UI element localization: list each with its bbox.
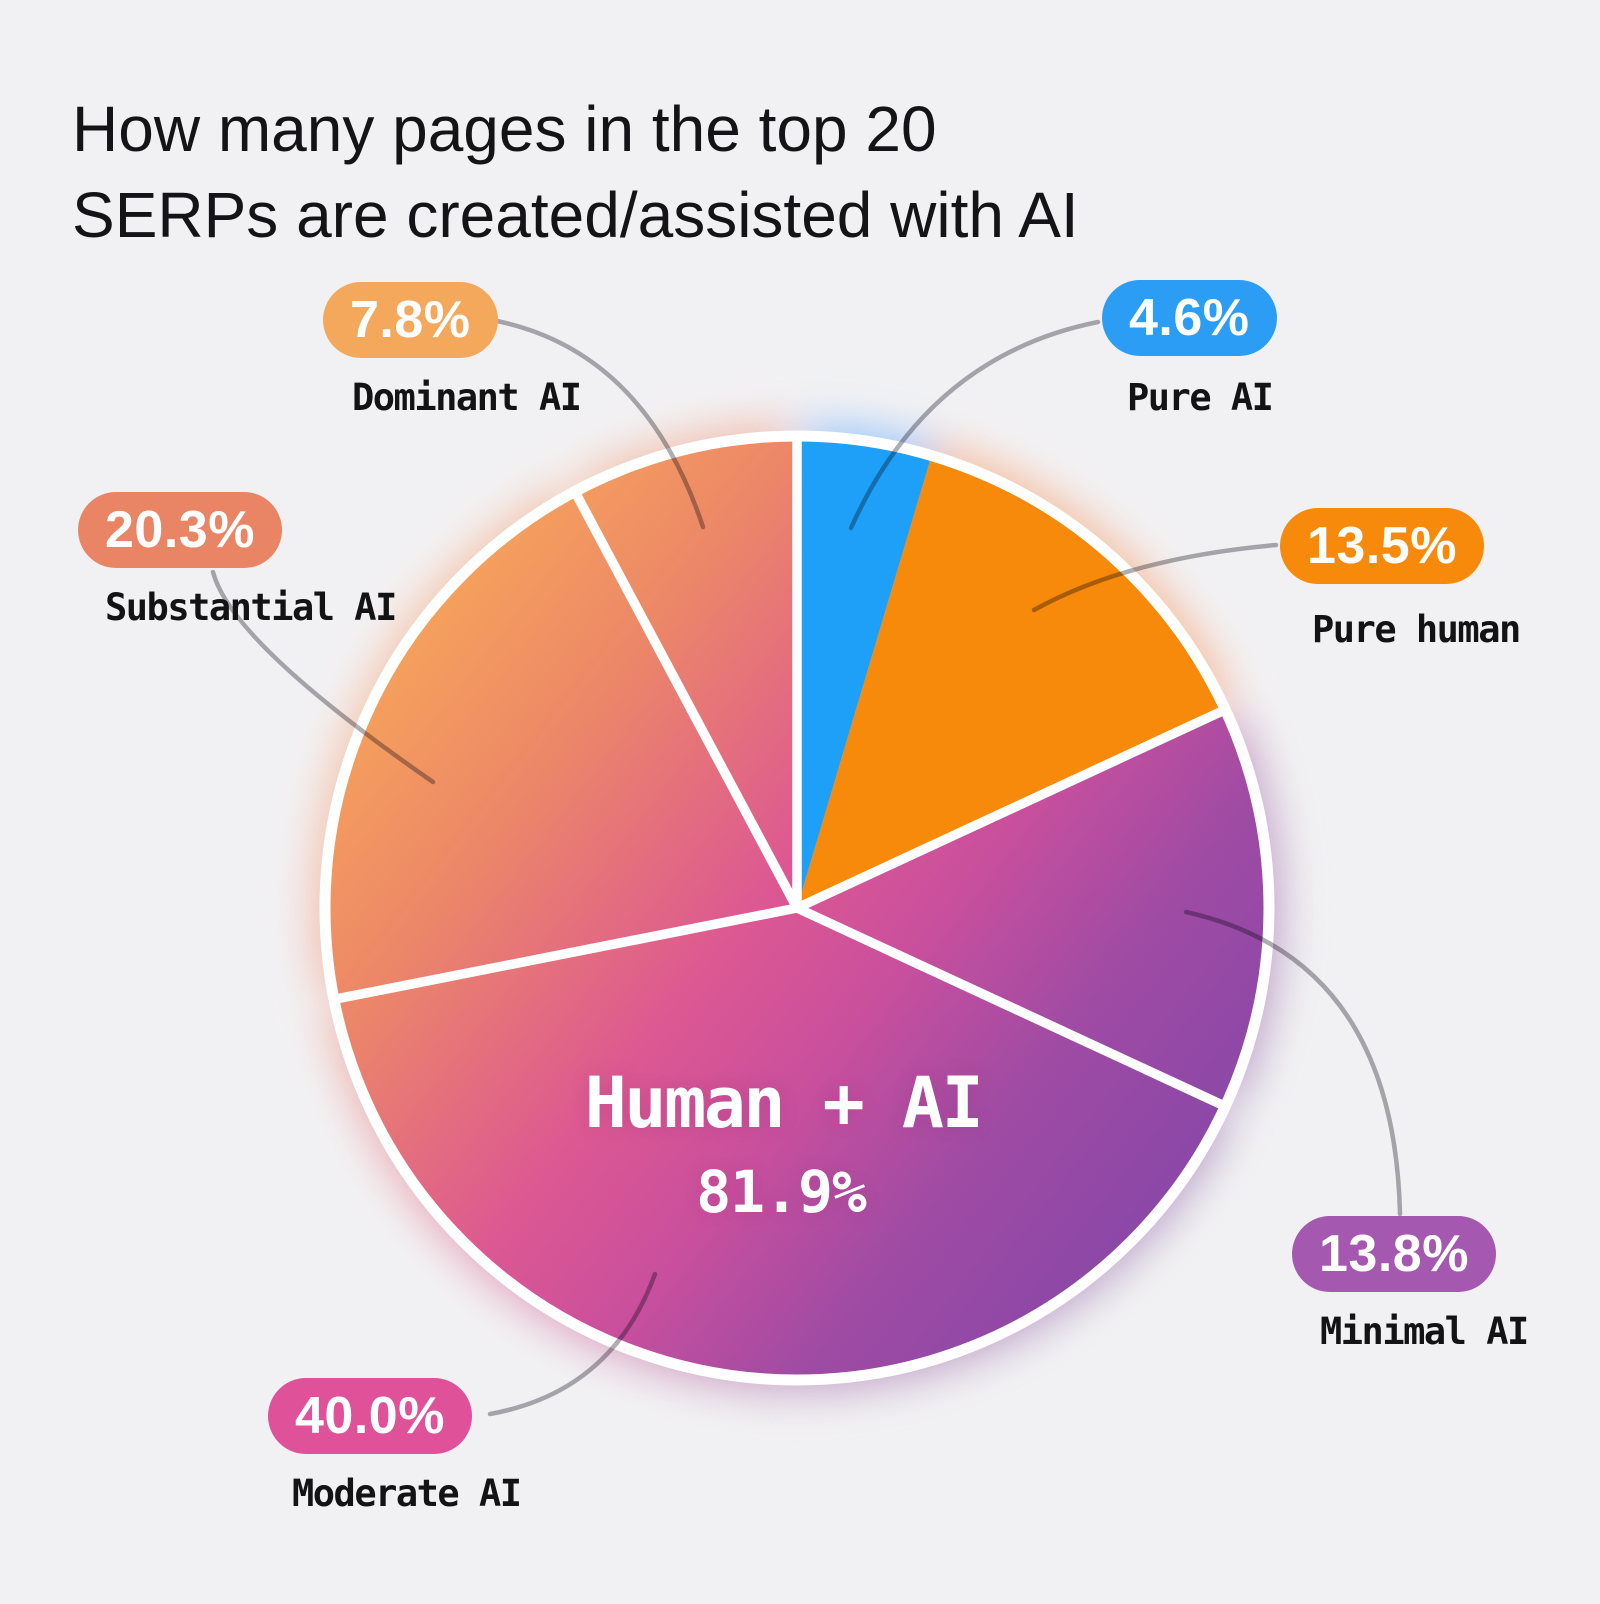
- slice-divider: [333, 903, 798, 1004]
- slice-divider: [571, 490, 802, 911]
- pie-center-title: Human + AI: [584, 1062, 984, 1144]
- chart-title: How many pages in the top 20 SERPs are c…: [72, 86, 1079, 258]
- callout-connectors: [210, 318, 1403, 1417]
- label-pure-human: Pure human: [1312, 608, 1521, 651]
- connector-moderate-ai: [487, 1271, 658, 1417]
- connector-dominant-ai: [494, 318, 706, 530]
- badge-pure-human: 13.5%: [1280, 508, 1484, 584]
- pie-slices: [319, 430, 1275, 1386]
- slice-pure-ai: [797, 441, 931, 908]
- badge-pure-ai: 4.6%: [1102, 280, 1277, 356]
- label-moderate-ai: Moderate AI: [292, 1472, 522, 1515]
- pie-outer-ring: [295, 406, 1299, 1410]
- label-minimal-ai: Minimal AI: [1320, 1310, 1529, 1353]
- slice-dominant-ai: [577, 441, 797, 908]
- pie-center-value: 81.9%: [696, 1158, 867, 1226]
- chart-title-line1: How many pages in the top 20: [72, 93, 937, 165]
- slice-divider: [795, 705, 1227, 913]
- badge-substantial-ai: 20.3%: [78, 492, 282, 568]
- slice-minimal-ai: [797, 711, 1265, 1105]
- chart-title-line2: SERPs are created/assisted with AI: [72, 179, 1079, 251]
- badge-minimal-ai: 13.8%: [1292, 1216, 1496, 1292]
- connector-substantial-ai: [210, 569, 436, 785]
- badge-dominant-ai: 7.8%: [323, 282, 498, 358]
- connector-minimal-ai: [1183, 909, 1403, 1217]
- label-dominant-ai: Dominant AI: [352, 376, 582, 419]
- connector-pure-ai: [848, 319, 1101, 531]
- label-pure-ai: Pure AI: [1127, 376, 1274, 419]
- slice-moderate-ai: [338, 908, 1221, 1376]
- slice-substantial-ai: [329, 496, 797, 999]
- connector-pure-human: [1031, 542, 1279, 613]
- badge-moderate-ai: 40.0%: [268, 1378, 472, 1454]
- pie-outer-ring: [319, 430, 1275, 1386]
- slice-pure-human: [797, 460, 1221, 908]
- label-substantial-ai: Substantial AI: [105, 586, 397, 629]
- slice-divider: [795, 903, 1227, 1111]
